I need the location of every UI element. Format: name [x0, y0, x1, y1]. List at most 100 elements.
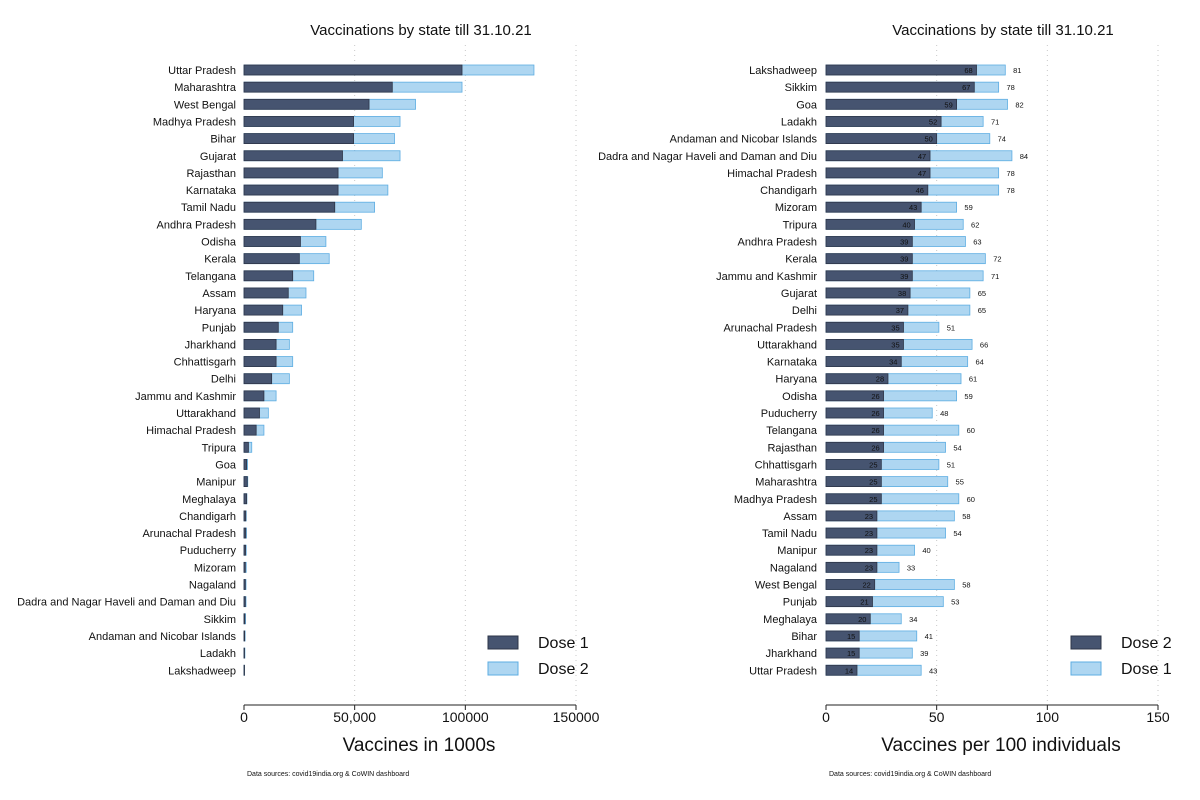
- bar-dose-1: [243, 664, 245, 676]
- bar-dose-2: [825, 579, 876, 590]
- category-label: Uttarakhand: [757, 339, 817, 351]
- data-label-dose-2: 14: [845, 666, 853, 675]
- data-source-note: Data sources: covid19india.org & CoWIN d…: [829, 771, 991, 778]
- category-label: Telangana: [766, 425, 818, 437]
- category-label: Madhya Pradesh: [734, 494, 817, 506]
- category-label: Jharkhand: [766, 648, 817, 660]
- category-label: Haryana: [775, 374, 817, 386]
- x-tick-label: 50,000: [333, 709, 376, 725]
- data-label-dose-2: 67: [962, 83, 970, 92]
- category-label: Puducherry: [761, 408, 818, 420]
- bar-dose-1: [243, 441, 249, 453]
- category-label: Uttar Pradesh: [168, 65, 236, 77]
- category-label: Mizoram: [194, 562, 236, 574]
- bar-dose-1: [243, 304, 284, 316]
- category-label: Odisha: [201, 237, 237, 249]
- data-label-dose-1: 34: [909, 615, 917, 624]
- data-label-dose-1: 55: [956, 478, 964, 487]
- bar-dose-1: [243, 64, 463, 76]
- chart-panel-1: Vaccinations by state till 31.10.21 Uttar…: [17, 22, 599, 778]
- data-label-dose-1: 74: [998, 135, 1006, 144]
- category-label: Jammu and Kashmir: [135, 391, 236, 403]
- data-label-dose-1: 43: [929, 666, 937, 675]
- bar-dose-2: [825, 544, 878, 556]
- category-label: Tripura: [783, 219, 818, 231]
- bar-dose-2: [825, 476, 882, 488]
- category-label: Uttarakhand: [176, 408, 236, 420]
- data-label-dose-2: 26: [871, 409, 879, 418]
- bar-dose-1: [243, 270, 294, 282]
- bar-dose-1: [243, 184, 339, 196]
- bar-dose-2: [825, 424, 884, 436]
- category-label: Delhi: [792, 305, 817, 317]
- category-label: Rajasthan: [767, 442, 817, 454]
- data-label-dose-2: 59: [944, 100, 952, 109]
- data-label-dose-2: 37: [896, 306, 904, 315]
- category-label: Goa: [215, 459, 237, 471]
- data-label-dose-1: 58: [962, 512, 970, 521]
- bar-dose-2: [825, 201, 922, 213]
- category-label: Ladakh: [200, 648, 236, 660]
- data-label-dose-2: 26: [871, 392, 879, 401]
- legend-swatch: [487, 661, 519, 676]
- category-label: Arunachal Pradesh: [142, 528, 236, 540]
- bar-dose-1: [243, 338, 277, 350]
- data-label-dose-1: 60: [967, 495, 975, 504]
- data-label-dose-2: 25: [869, 460, 877, 469]
- data-label-dose-2: 21: [860, 598, 868, 607]
- category-label: Bihar: [210, 134, 236, 146]
- data-label-dose-1: 33: [907, 563, 915, 572]
- category-label: Karnataka: [186, 185, 237, 197]
- bar-dose-2: [825, 527, 878, 539]
- bar-dose-2: [825, 304, 909, 316]
- category-label: Chandigarh: [179, 511, 236, 523]
- category-label: Chhattisgarh: [174, 357, 236, 369]
- category-label: Delhi: [211, 374, 236, 386]
- bar-dose-2: [825, 459, 882, 470]
- category-label: Arunachal Pradesh: [723, 322, 817, 334]
- bar-dose-2: [825, 184, 929, 196]
- bar-dose-1: [243, 390, 265, 402]
- category-label: Manipur: [196, 477, 236, 489]
- category-label: Punjab: [783, 597, 817, 609]
- bar-dose-2: [825, 390, 884, 402]
- data-label-dose-2: 39: [900, 272, 908, 281]
- category-label: Ladakh: [781, 116, 817, 128]
- legend-swatch: [1070, 661, 1102, 676]
- category-label: Lakshadweep: [168, 665, 236, 677]
- bar-dose-1: [243, 287, 289, 299]
- x-tick-label: 0: [240, 709, 248, 725]
- data-label-dose-2: 23: [865, 563, 873, 572]
- bar-dose-2: [825, 561, 878, 573]
- bar-dose-2: [825, 373, 889, 385]
- x-tick-label: 150: [1146, 709, 1170, 725]
- bar-dose-1: [243, 356, 277, 367]
- category-label: West Bengal: [755, 580, 817, 592]
- category-label: Andaman and Nicobar Islands: [670, 134, 818, 146]
- bar-dose-2: [825, 630, 860, 642]
- bar-dose-2: [825, 270, 913, 282]
- x-axis-label: Vaccines in 1000s: [343, 735, 496, 756]
- category-label: Tamil Nadu: [181, 202, 236, 214]
- data-label-dose-2: 35: [891, 340, 899, 349]
- bar-dose-1: [243, 647, 245, 659]
- bar-dose-2: [825, 64, 977, 76]
- x-tick-label: 150000: [553, 709, 600, 725]
- bar-dose-2: [825, 150, 931, 162]
- data-label-dose-1: 81: [1013, 66, 1021, 75]
- bar-dose-2: [825, 407, 884, 419]
- category-label: Nagaland: [189, 580, 236, 592]
- bar-dose-1: [243, 236, 301, 247]
- bar-dose-1: [243, 630, 246, 642]
- category-label: Bihar: [791, 631, 817, 643]
- data-label-dose-2: 39: [900, 255, 908, 264]
- category-label: Gujarat: [200, 151, 236, 163]
- data-label-dose-1: 51: [947, 323, 955, 332]
- data-label-dose-1: 72: [993, 255, 1001, 264]
- data-label-dose-1: 71: [991, 117, 999, 126]
- category-label: Haryana: [194, 305, 236, 317]
- category-label: Telangana: [185, 271, 237, 283]
- data-label-dose-1: 48: [940, 409, 948, 418]
- data-label-dose-2: 22: [863, 581, 871, 590]
